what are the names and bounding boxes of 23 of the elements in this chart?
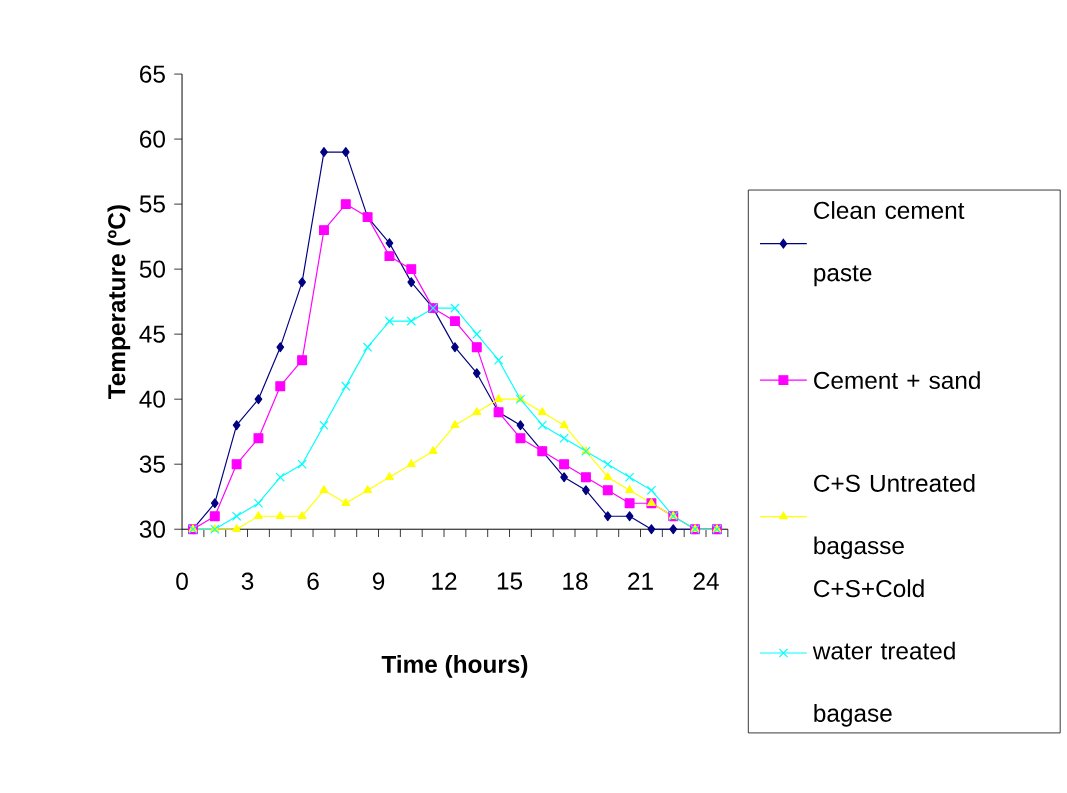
- x-tick-label: 24: [693, 572, 719, 590]
- y-tick-label: 45: [139, 325, 165, 343]
- y-tick-label: 35: [139, 455, 165, 473]
- y-tick-label: 40: [139, 390, 165, 408]
- y-tick-label: 50: [139, 260, 165, 278]
- text: C+S Untreated bagasse: [814, 473, 975, 559]
- y-tick-label: 65: [140, 65, 165, 83]
- x-tick-label: 0: [176, 572, 188, 590]
- y-tick-label: 30: [139, 520, 165, 538]
- y-tick-label: 55: [139, 195, 165, 213]
- x-tick-label: 18: [563, 572, 588, 590]
- text: Clean cement paste: [814, 200, 965, 287]
- x-tick-label: 15: [497, 572, 523, 590]
- x-tick-label: 12: [432, 572, 457, 590]
- legend-label: Cement + sand: [814, 370, 980, 389]
- x-axis-title: Time (hours): [381, 654, 528, 678]
- x-tick-label: 9: [372, 572, 385, 590]
- x-tick-label: 21: [628, 572, 653, 590]
- x-tick-label: 3: [241, 572, 254, 590]
- text: C+S+Cold water treated bagase: [812, 579, 955, 727]
- y-tick-label: 60: [140, 130, 165, 148]
- y-axis-title: Temperature (ºC): [107, 205, 131, 399]
- x-tick-label: 6: [307, 572, 319, 590]
